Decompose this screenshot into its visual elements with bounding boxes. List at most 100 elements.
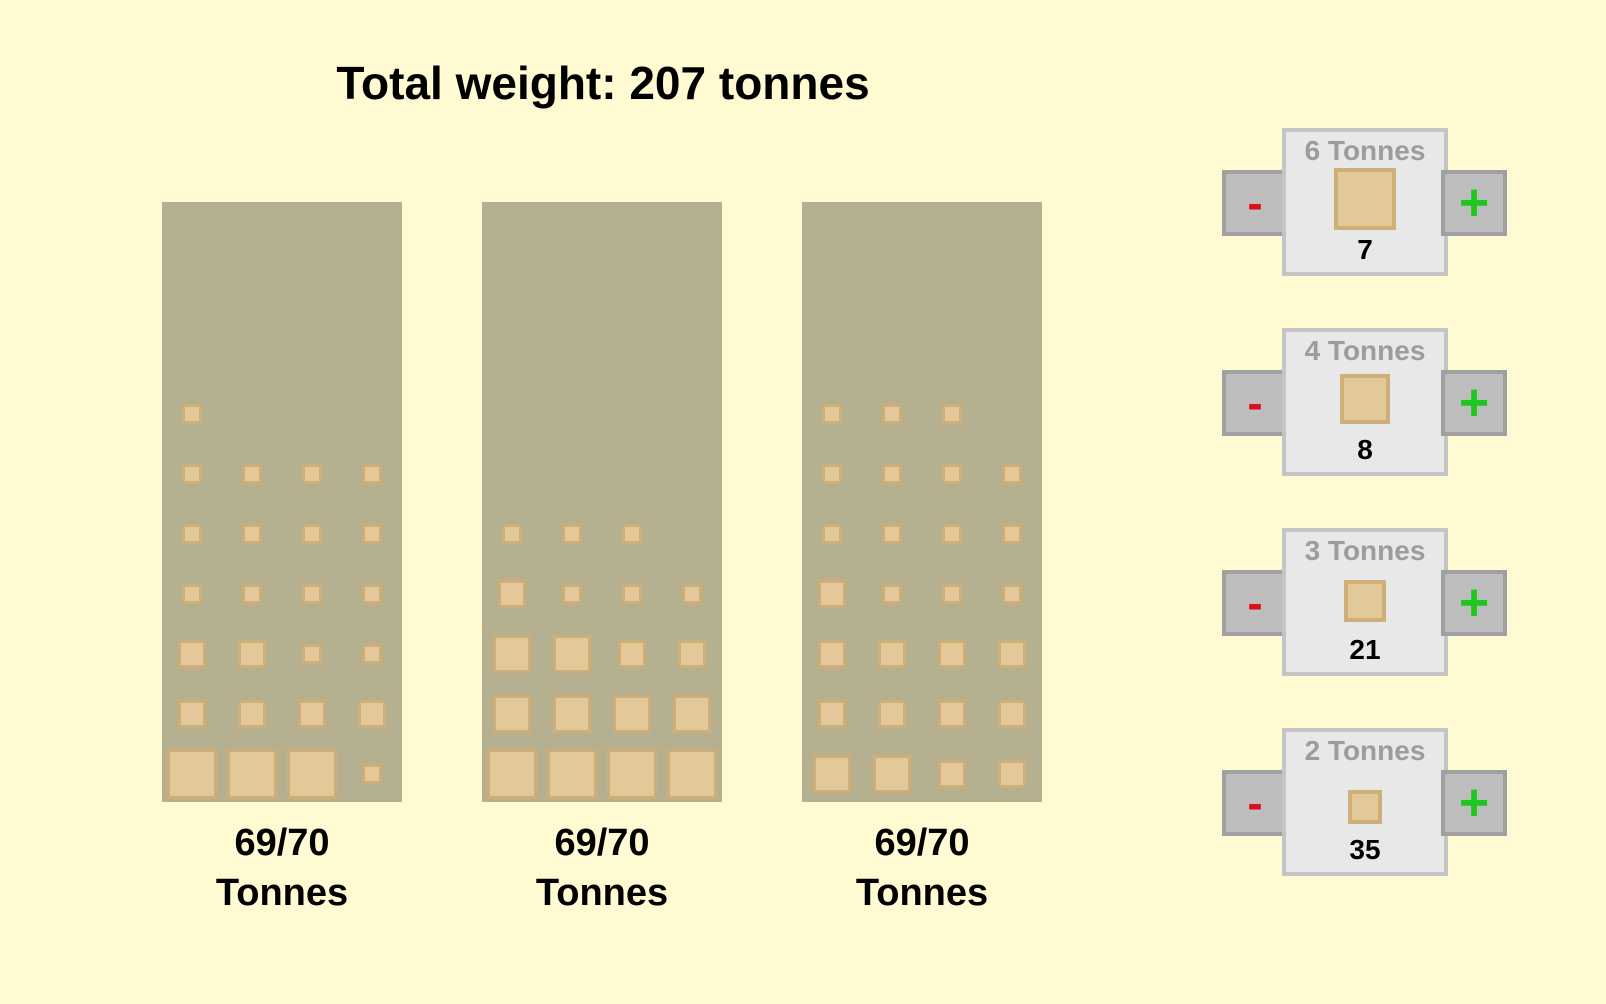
box-2-tonnes[interactable] [182, 584, 202, 604]
control-title: 6 Tonnes [1304, 135, 1426, 166]
box-count: 21 [1349, 634, 1381, 665]
box-2-tonnes[interactable] [362, 764, 382, 784]
box-6-tonnes[interactable] [547, 749, 597, 799]
bin-3-capacity-label: 69/70 Tonnes [802, 818, 1042, 918]
box-2-tonnes[interactable] [1002, 464, 1022, 484]
box-2-tonnes[interactable] [622, 524, 642, 544]
box-2-tonnes[interactable] [942, 464, 962, 484]
box-4-tonnes[interactable] [613, 695, 651, 733]
bin-2-capacity-label: 69/70 Tonnes [482, 818, 722, 918]
bin-2-capacity-value: 69/70 [554, 822, 650, 864]
box-4-tonnes[interactable] [553, 695, 591, 733]
box-6-tonnes[interactable] [487, 749, 537, 799]
total-weight-title: Total weight: 207 tonnes [336, 57, 870, 109]
box-2-tonnes[interactable] [822, 404, 842, 424]
bin-2 [482, 202, 722, 802]
box-3-tonnes[interactable] [938, 700, 966, 728]
box-3-tonnes[interactable] [938, 640, 966, 668]
box-3-tonnes[interactable] [878, 640, 906, 668]
box-count: 8 [1357, 434, 1373, 465]
decrease-2-tonnes-button[interactable]: - [1222, 770, 1288, 836]
box-4-tonnes[interactable] [673, 695, 711, 733]
box-2-tonnes[interactable] [302, 584, 322, 604]
control-6-tonnes: - 6 Tonnes 7 + [1222, 128, 1507, 278]
control-title: 4 Tonnes [1304, 335, 1426, 366]
box-2-tonnes[interactable] [562, 584, 582, 604]
bin-2-capacity-unit: Tonnes [535, 872, 669, 914]
box-2-tonnes[interactable] [822, 524, 842, 544]
box-3-tonnes[interactable] [998, 760, 1026, 788]
box-4-tonnes[interactable] [813, 755, 851, 793]
box-2-tonnes[interactable] [182, 464, 202, 484]
box-2-tonnes[interactable] [882, 524, 902, 544]
box-2-tonnes[interactable] [1002, 584, 1022, 604]
increase-4-tonnes-button[interactable]: + [1441, 370, 1507, 436]
box-2-tonnes[interactable] [242, 584, 262, 604]
control-2-tonnes: - 2 Tonnes 35 + [1222, 728, 1507, 878]
box-6-tonnes[interactable] [667, 749, 717, 799]
box-3-tonnes[interactable] [998, 700, 1026, 728]
box-2-tonnes[interactable] [362, 524, 382, 544]
box-2-tonnes[interactable] [882, 584, 902, 604]
box-2-tonnes[interactable] [242, 464, 262, 484]
box-2-tonnes[interactable] [242, 524, 262, 544]
box-3-tonnes[interactable] [998, 640, 1026, 668]
decrease-4-tonnes-button[interactable]: - [1222, 370, 1288, 436]
box-3-tonnes[interactable] [358, 700, 386, 728]
box-3-tonnes[interactable] [178, 700, 206, 728]
control-panel-3-tonnes: 3 Tonnes 21 [1282, 528, 1448, 676]
box-2-tonnes[interactable] [942, 524, 962, 544]
box-3-tonnes[interactable] [618, 640, 646, 668]
box-3-tonnes[interactable] [498, 580, 526, 608]
box-2-tonnes[interactable] [682, 584, 702, 604]
box-2-tonnes[interactable] [882, 404, 902, 424]
box-count: 7 [1357, 234, 1373, 265]
box-2-tonnes[interactable] [942, 404, 962, 424]
box-4-tonnes[interactable] [493, 635, 531, 673]
box-2-tonnes[interactable] [182, 524, 202, 544]
box-2-tonnes[interactable] [882, 464, 902, 484]
box-2-tonnes[interactable] [362, 464, 382, 484]
box-3-tonnes[interactable] [818, 700, 846, 728]
box-3-tonnes[interactable] [238, 640, 266, 668]
box-2-tonnes[interactable] [822, 464, 842, 484]
bin-1 [162, 202, 402, 802]
bin-3 [802, 202, 1042, 802]
box-3-tonnes[interactable] [178, 640, 206, 668]
box-3-tonnes[interactable] [938, 760, 966, 788]
decrease-3-tonnes-button[interactable]: - [1222, 570, 1288, 636]
box-6-tonnes[interactable] [607, 749, 657, 799]
box-swatch-icon [1334, 168, 1396, 230]
box-3-tonnes[interactable] [298, 700, 326, 728]
box-2-tonnes[interactable] [1002, 524, 1022, 544]
box-6-tonnes[interactable] [167, 749, 217, 799]
box-2-tonnes[interactable] [622, 584, 642, 604]
control-title: 2 Tonnes [1304, 735, 1426, 766]
control-title: 3 Tonnes [1304, 535, 1426, 566]
box-2-tonnes[interactable] [362, 584, 382, 604]
box-6-tonnes[interactable] [227, 749, 277, 799]
box-2-tonnes[interactable] [362, 644, 382, 664]
control-3-tonnes: - 3 Tonnes 21 + [1222, 528, 1507, 678]
box-3-tonnes[interactable] [818, 640, 846, 668]
box-4-tonnes[interactable] [493, 695, 531, 733]
box-count: 35 [1349, 834, 1381, 865]
box-2-tonnes[interactable] [302, 524, 322, 544]
increase-3-tonnes-button[interactable]: + [1441, 570, 1507, 636]
box-3-tonnes[interactable] [818, 580, 846, 608]
box-2-tonnes[interactable] [502, 524, 522, 544]
box-3-tonnes[interactable] [238, 700, 266, 728]
increase-6-tonnes-button[interactable]: + [1441, 170, 1507, 236]
box-2-tonnes[interactable] [302, 644, 322, 664]
box-2-tonnes[interactable] [302, 464, 322, 484]
box-4-tonnes[interactable] [553, 635, 591, 673]
box-2-tonnes[interactable] [562, 524, 582, 544]
box-6-tonnes[interactable] [287, 749, 337, 799]
box-3-tonnes[interactable] [678, 640, 706, 668]
decrease-6-tonnes-button[interactable]: - [1222, 170, 1288, 236]
increase-2-tonnes-button[interactable]: + [1441, 770, 1507, 836]
box-4-tonnes[interactable] [873, 755, 911, 793]
box-2-tonnes[interactable] [942, 584, 962, 604]
box-2-tonnes[interactable] [182, 404, 202, 424]
box-3-tonnes[interactable] [878, 700, 906, 728]
